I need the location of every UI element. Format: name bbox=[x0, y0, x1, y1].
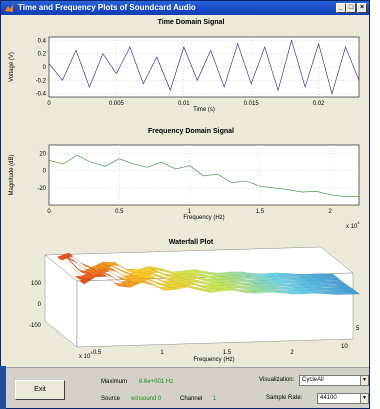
channel-value: 1 bbox=[213, 396, 217, 402]
waterfall-cell bbox=[325, 276, 343, 282]
waterfall-cell bbox=[330, 280, 347, 285]
freq-xtick-label: 2 bbox=[329, 209, 333, 215]
time-plot-axes bbox=[48, 36, 360, 98]
waterfall-plot: Waterfall Plot 100 0 -100 0.5 1 1.5 2 5 10 Fre… bbox=[29, 239, 361, 363]
title-bar[interactable]: Time and Frequency Plots of Soundcard Au… bbox=[1, 1, 369, 15]
exit-button[interactable]: Exit bbox=[15, 380, 65, 400]
time-plot-title: Time Domain Signal bbox=[158, 19, 225, 26]
freq-plot-title: Frequency Domain Signal bbox=[148, 128, 234, 135]
waterfall-title: Waterfall Plot bbox=[169, 239, 214, 246]
waterfall-cell bbox=[321, 273, 338, 278]
waterfall-ztick-label: 100 bbox=[31, 281, 42, 287]
time-ytick-label: 0 bbox=[43, 65, 47, 71]
freq-ytick-label: 0 bbox=[43, 169, 47, 175]
time-xtick-label: 0.005 bbox=[109, 101, 125, 107]
minimize-button[interactable]: _ bbox=[336, 3, 346, 13]
chevron-down-icon[interactable]: ▼ bbox=[360, 394, 368, 403]
freq-plot-axes bbox=[48, 144, 360, 206]
visualization-select[interactable]: CycleAll ▼ bbox=[299, 375, 369, 386]
time-xtick-label: 0.02 bbox=[313, 101, 325, 107]
control-panel: Exit Maximum 8.6e+001 Hz Source winsound… bbox=[1, 367, 369, 408]
window-title: Time and Frequency Plots of Soundcard Au… bbox=[18, 3, 196, 12]
waterfall-ztick-label: -100 bbox=[29, 323, 42, 329]
waterfall-xtick-label: 1.5 bbox=[223, 350, 232, 356]
maximum-label: Maximum bbox=[101, 379, 128, 385]
time-xlabel: Time (s) bbox=[193, 107, 215, 113]
figure-canvas: Time Domain Signal 0 0.005 0.01 0.015 0.02 0… bbox=[9, 19, 361, 363]
time-ytick-label: -0.2 bbox=[36, 78, 47, 84]
freq-xtick-label: 1.5 bbox=[256, 209, 265, 215]
freq-xtick-label: 0.5 bbox=[115, 209, 124, 215]
time-ytick-label: 0.2 bbox=[38, 52, 47, 58]
matlab-icon bbox=[5, 4, 13, 12]
freq-x-multiplier: x 104 bbox=[346, 220, 360, 230]
waterfall-xtick-label: 0.5 bbox=[93, 350, 102, 356]
freq-series-line bbox=[48, 154, 359, 197]
freq-xtick-label: 0 bbox=[47, 209, 51, 215]
waterfall-xlabel: Frequency (Hz) bbox=[193, 357, 234, 363]
source-value: winsound 0 bbox=[131, 396, 162, 402]
time-domain-plot: Time Domain Signal 0 0.005 0.01 0.015 0.02 0… bbox=[9, 19, 360, 113]
waterfall-x-multiplier: x 104 bbox=[79, 350, 93, 360]
freq-ytick-label: -20 bbox=[37, 186, 46, 192]
waterfall-ztick-label: 0 bbox=[38, 302, 42, 308]
main-window: Time and Frequency Plots of Soundcard Au… bbox=[0, 0, 370, 409]
frequency-domain-plot: Frequency Domain Signal 0 0.5 1 1.5 2 20 0 -20… bbox=[9, 128, 360, 230]
freq-ylabel: Magnitude (dB) bbox=[9, 154, 15, 195]
channel-label: Channel bbox=[180, 396, 203, 402]
waterfall-xtick-label: 2 bbox=[290, 350, 294, 356]
waterfall-xtick-label: 1 bbox=[160, 350, 164, 356]
freq-xlabel: Frequency (Hz) bbox=[183, 215, 224, 221]
waterfall-depth-tick-label: 5 bbox=[356, 326, 360, 332]
time-xtick-label: 0 bbox=[47, 101, 51, 107]
desktop-edge bbox=[0, 366, 6, 409]
figure-area: Time Domain Signal 0 0.005 0.01 0.015 0.02 0… bbox=[1, 15, 369, 367]
time-ytick-label: 0.4 bbox=[38, 38, 47, 44]
chevron-down-icon[interactable]: ▼ bbox=[360, 376, 368, 385]
maximum-value: 8.6e+001 Hz bbox=[139, 379, 174, 385]
time-series-line bbox=[48, 39, 360, 95]
freq-ytick-label: 20 bbox=[39, 152, 46, 158]
time-ylabel: Voltage (V) bbox=[9, 52, 15, 82]
time-xtick-label: 0.01 bbox=[178, 101, 190, 107]
freq-xtick-label: 1 bbox=[188, 209, 192, 215]
time-ytick-label: -0.4 bbox=[36, 92, 47, 98]
visualization-label: Visualization: bbox=[259, 377, 295, 383]
waterfall-depth-tick-label: 10 bbox=[341, 344, 348, 350]
close-button[interactable]: × bbox=[357, 3, 367, 13]
source-label: Source bbox=[101, 396, 121, 402]
sample-rate-value: 44100 bbox=[320, 395, 337, 401]
time-xtick-label: 0.015 bbox=[244, 101, 260, 107]
visualization-value: CycleAll bbox=[302, 377, 324, 383]
maximize-button[interactable]: □ bbox=[346, 3, 356, 13]
sample-rate-label: Sample Rate: bbox=[266, 395, 303, 401]
sample-rate-select[interactable]: 44100 ▼ bbox=[317, 393, 369, 404]
